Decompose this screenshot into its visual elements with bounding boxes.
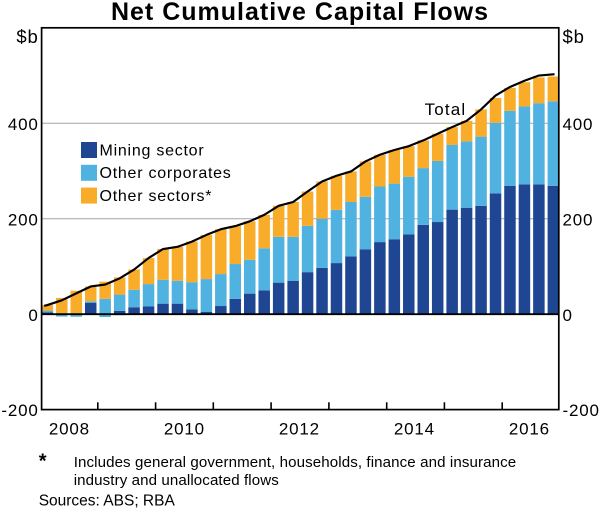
svg-text:$b: $b [16, 26, 38, 47]
svg-text:2010: 2010 [164, 419, 205, 438]
svg-text:0: 0 [563, 306, 573, 325]
svg-text:400: 400 [8, 115, 39, 134]
svg-text:Other sectors*: Other sectors* [100, 188, 213, 205]
svg-text:industry and unallocated flows: industry and unallocated flows [74, 472, 279, 489]
svg-text:200: 200 [563, 210, 594, 229]
svg-text:Sources: ABS; RBA: Sources: ABS; RBA [39, 492, 176, 509]
svg-text:-200: -200 [563, 401, 600, 420]
svg-text:2012: 2012 [279, 419, 320, 438]
svg-text:Mining sector: Mining sector [100, 142, 205, 159]
svg-text:Includes general government, h: Includes general government, households,… [74, 454, 517, 471]
svg-text:2014: 2014 [394, 419, 435, 438]
svg-text:Total: Total [425, 100, 467, 119]
svg-text:400: 400 [563, 115, 594, 134]
svg-text:-200: -200 [1, 401, 38, 420]
svg-text:Net Cumulative Capital Flows: Net Cumulative Capital Flows [111, 0, 489, 26]
svg-text:$b: $b [563, 26, 585, 47]
svg-text:200: 200 [8, 210, 39, 229]
svg-text:2016: 2016 [509, 419, 550, 438]
svg-text:2008: 2008 [49, 419, 90, 438]
svg-text:Other corporates: Other corporates [100, 165, 232, 182]
svg-text:0: 0 [28, 306, 38, 325]
svg-text:*: * [39, 451, 47, 473]
